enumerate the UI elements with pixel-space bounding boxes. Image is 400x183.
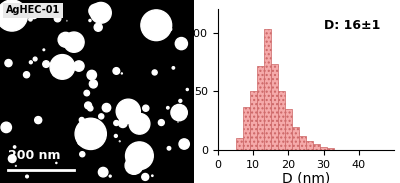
Point (90, 83, 96, 85)
Point (88, 74, 95, 76)
Point (13, 164, 19, 167)
Point (80, 143, 86, 146)
Point (95, 26, 101, 29)
Text: AgHEC-01: AgHEC-01 (6, 5, 60, 16)
Point (175, 121, 181, 124)
Point (79, 153, 86, 156)
Bar (320, 147, 327, 150)
Point (170, 66, 176, 69)
Point (18, 16, 24, 19)
Point (53, 161, 60, 164)
Point (113, 135, 119, 137)
Point (9, 14, 15, 17)
Point (23, 73, 30, 76)
Point (142, 107, 149, 110)
Bar (236, 138, 243, 150)
Point (59, 66, 66, 68)
Point (31, 14, 37, 16)
Point (9, 157, 16, 160)
Point (120, 122, 126, 125)
Point (103, 106, 110, 109)
Point (153, 24, 160, 27)
Point (28, 61, 34, 64)
Point (91, 13, 98, 16)
Bar (243, 107, 250, 150)
Point (76, 65, 82, 68)
Point (142, 175, 148, 178)
Bar (306, 141, 313, 150)
Point (116, 140, 123, 143)
Point (92, 9, 99, 12)
Point (136, 122, 143, 125)
Point (87, 107, 94, 110)
Point (84, 92, 90, 95)
Point (88, 132, 94, 135)
Text: D: 16±1: D: 16±1 (324, 19, 380, 32)
Point (5, 62, 12, 65)
Bar (292, 127, 299, 150)
Bar (327, 148, 334, 150)
Point (12, 145, 18, 148)
Point (176, 111, 182, 114)
Point (78, 118, 85, 121)
Point (136, 154, 143, 157)
Point (87, 19, 93, 22)
Point (41, 48, 47, 51)
Point (149, 174, 156, 177)
Point (113, 70, 120, 72)
Point (125, 110, 132, 113)
Point (57, 68, 64, 71)
Bar (299, 136, 306, 150)
Point (56, 73, 62, 76)
Point (158, 121, 164, 124)
Point (35, 119, 42, 122)
Point (85, 104, 91, 107)
Point (119, 72, 125, 75)
X-axis label: D (nm): D (nm) (282, 171, 330, 183)
Point (131, 164, 137, 167)
Point (77, 141, 83, 144)
Point (98, 115, 104, 118)
Bar (271, 64, 278, 150)
Point (24, 175, 30, 178)
Point (98, 11, 104, 14)
Point (54, 17, 61, 20)
Point (43, 63, 49, 66)
Point (64, 19, 70, 22)
Point (32, 57, 38, 60)
Point (184, 88, 190, 91)
Point (166, 147, 172, 150)
Bar (250, 91, 257, 150)
Y-axis label: N: N (172, 74, 186, 85)
Bar (264, 29, 271, 150)
Bar (285, 109, 292, 150)
Bar (313, 144, 320, 150)
Point (100, 171, 106, 174)
Point (181, 143, 187, 145)
Point (178, 42, 184, 45)
Point (8, 126, 14, 129)
Point (71, 41, 77, 44)
Point (51, 74, 57, 77)
Point (3, 126, 10, 129)
Point (165, 106, 171, 109)
Point (107, 175, 114, 178)
Text: 200 nm: 200 nm (8, 149, 60, 162)
Point (113, 122, 120, 124)
Point (152, 71, 158, 74)
Point (138, 163, 144, 166)
Point (167, 28, 173, 31)
Point (6, 21, 13, 24)
Point (143, 29, 149, 31)
Point (27, 18, 34, 21)
Point (62, 38, 69, 41)
Bar (257, 66, 264, 150)
Bar (278, 91, 285, 150)
Point (177, 99, 184, 102)
